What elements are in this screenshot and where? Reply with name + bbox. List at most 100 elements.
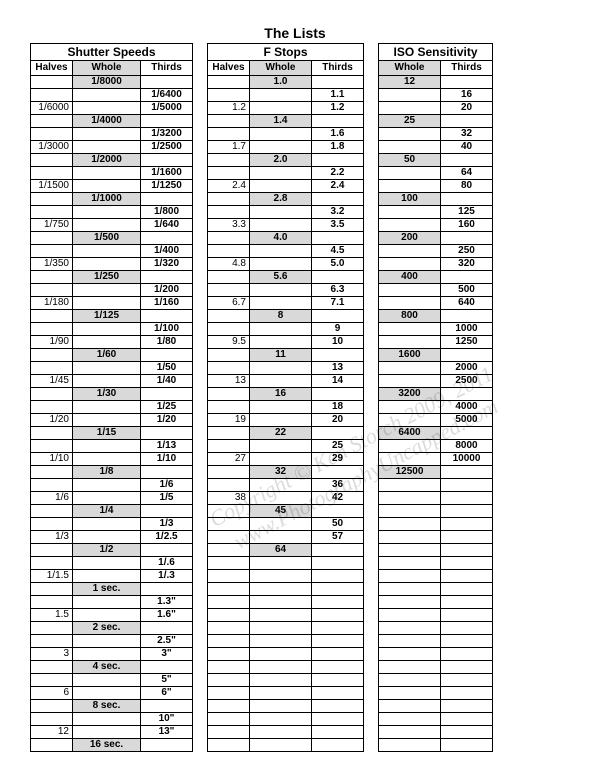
cell: 1/.6: [141, 557, 193, 570]
table-row: 1 sec.: [31, 583, 193, 596]
cell: [312, 583, 364, 596]
cell: [73, 141, 141, 154]
cell: [141, 310, 193, 323]
cell: [208, 245, 250, 258]
cell: [73, 375, 141, 388]
cell: [441, 726, 493, 739]
table-row: 1.21.2: [208, 102, 364, 115]
table-row: 1/451/40: [31, 375, 193, 388]
cell: [250, 687, 312, 700]
cell: [208, 76, 250, 89]
table-row: 32: [208, 466, 364, 479]
cell: [73, 414, 141, 427]
table-row: 5.6: [208, 271, 364, 284]
cell: 6": [141, 687, 193, 700]
table-row: [379, 505, 493, 518]
cell: [141, 388, 193, 401]
cell: [312, 154, 364, 167]
cell: [250, 245, 312, 258]
cell: [379, 401, 441, 414]
table-row: 1/101/10: [31, 453, 193, 466]
table-row: [208, 661, 364, 674]
cell: [250, 622, 312, 635]
table-row: 1/30: [31, 388, 193, 401]
cell: [250, 492, 312, 505]
table-row: [379, 596, 493, 609]
cell: [250, 453, 312, 466]
table-row: [208, 609, 364, 622]
cell: [31, 674, 73, 687]
cell: [73, 167, 141, 180]
cell: [208, 739, 250, 752]
cell: [73, 323, 141, 336]
cell: [141, 115, 193, 128]
table-row: [379, 557, 493, 570]
cell: 1/30: [73, 388, 141, 401]
table-row: [208, 726, 364, 739]
cell: 500: [441, 284, 493, 297]
cell: 16: [250, 388, 312, 401]
cell: 125: [441, 206, 493, 219]
cell: [312, 687, 364, 700]
cell: 1/3000: [31, 141, 73, 154]
cell: [250, 323, 312, 336]
table-row: 1/3000 1/2500: [31, 141, 193, 154]
cell: [250, 661, 312, 674]
cell: 1/160: [141, 297, 193, 310]
cell: [208, 154, 250, 167]
table-row: 13: [208, 362, 364, 375]
cell: [31, 700, 73, 713]
table-row: 3842: [208, 492, 364, 505]
table-row: 1/200: [31, 284, 193, 297]
cell: [208, 401, 250, 414]
cell: [441, 76, 493, 89]
table-row: 1/1600: [31, 167, 193, 180]
cell: [250, 531, 312, 544]
cell: 1/200: [141, 284, 193, 297]
cell: [141, 154, 193, 167]
cell: 1 sec.: [73, 583, 141, 596]
cell: [379, 206, 441, 219]
cell: 9: [312, 323, 364, 336]
cell: 5.6: [250, 271, 312, 284]
cell: 4 sec.: [73, 661, 141, 674]
table-row: 1.4: [208, 115, 364, 128]
table-row: 16: [379, 89, 493, 102]
cell: [379, 739, 441, 752]
cell: 2 sec.: [73, 622, 141, 635]
cell: 5000: [441, 414, 493, 427]
cell: [441, 544, 493, 557]
fstop-body: 1.01.11.21.21.41.61.71.82.02.22.42.42.83…: [208, 76, 364, 752]
cell: [250, 102, 312, 115]
table-row: 500: [379, 284, 493, 297]
col-thirds: Thirds: [312, 61, 364, 76]
cell: [441, 687, 493, 700]
cell: [250, 336, 312, 349]
table-row: 1/4000: [31, 115, 193, 128]
cell: [250, 479, 312, 492]
cell: [208, 479, 250, 492]
cell: [312, 713, 364, 726]
cell: [379, 518, 441, 531]
table-row: 1213": [31, 726, 193, 739]
table-row: 22: [208, 427, 364, 440]
cell: 1/2500: [141, 141, 193, 154]
table-row: 1/25: [31, 401, 193, 414]
cell: [208, 596, 250, 609]
cell: 3.3: [208, 219, 250, 232]
col-whole: Whole: [379, 61, 441, 76]
cell: [312, 544, 364, 557]
cell: 1/6: [31, 492, 73, 505]
table-row: 5000: [379, 414, 493, 427]
table-row: [379, 518, 493, 531]
cell: [379, 674, 441, 687]
cell: 1/500: [73, 232, 141, 245]
table-row: 64: [379, 167, 493, 180]
table-row: 1600: [379, 349, 493, 362]
cell: [250, 414, 312, 427]
cell: [141, 427, 193, 440]
cell: 3.5: [312, 219, 364, 232]
cell: [250, 167, 312, 180]
cell: 13: [208, 375, 250, 388]
cell: 2.2: [312, 167, 364, 180]
